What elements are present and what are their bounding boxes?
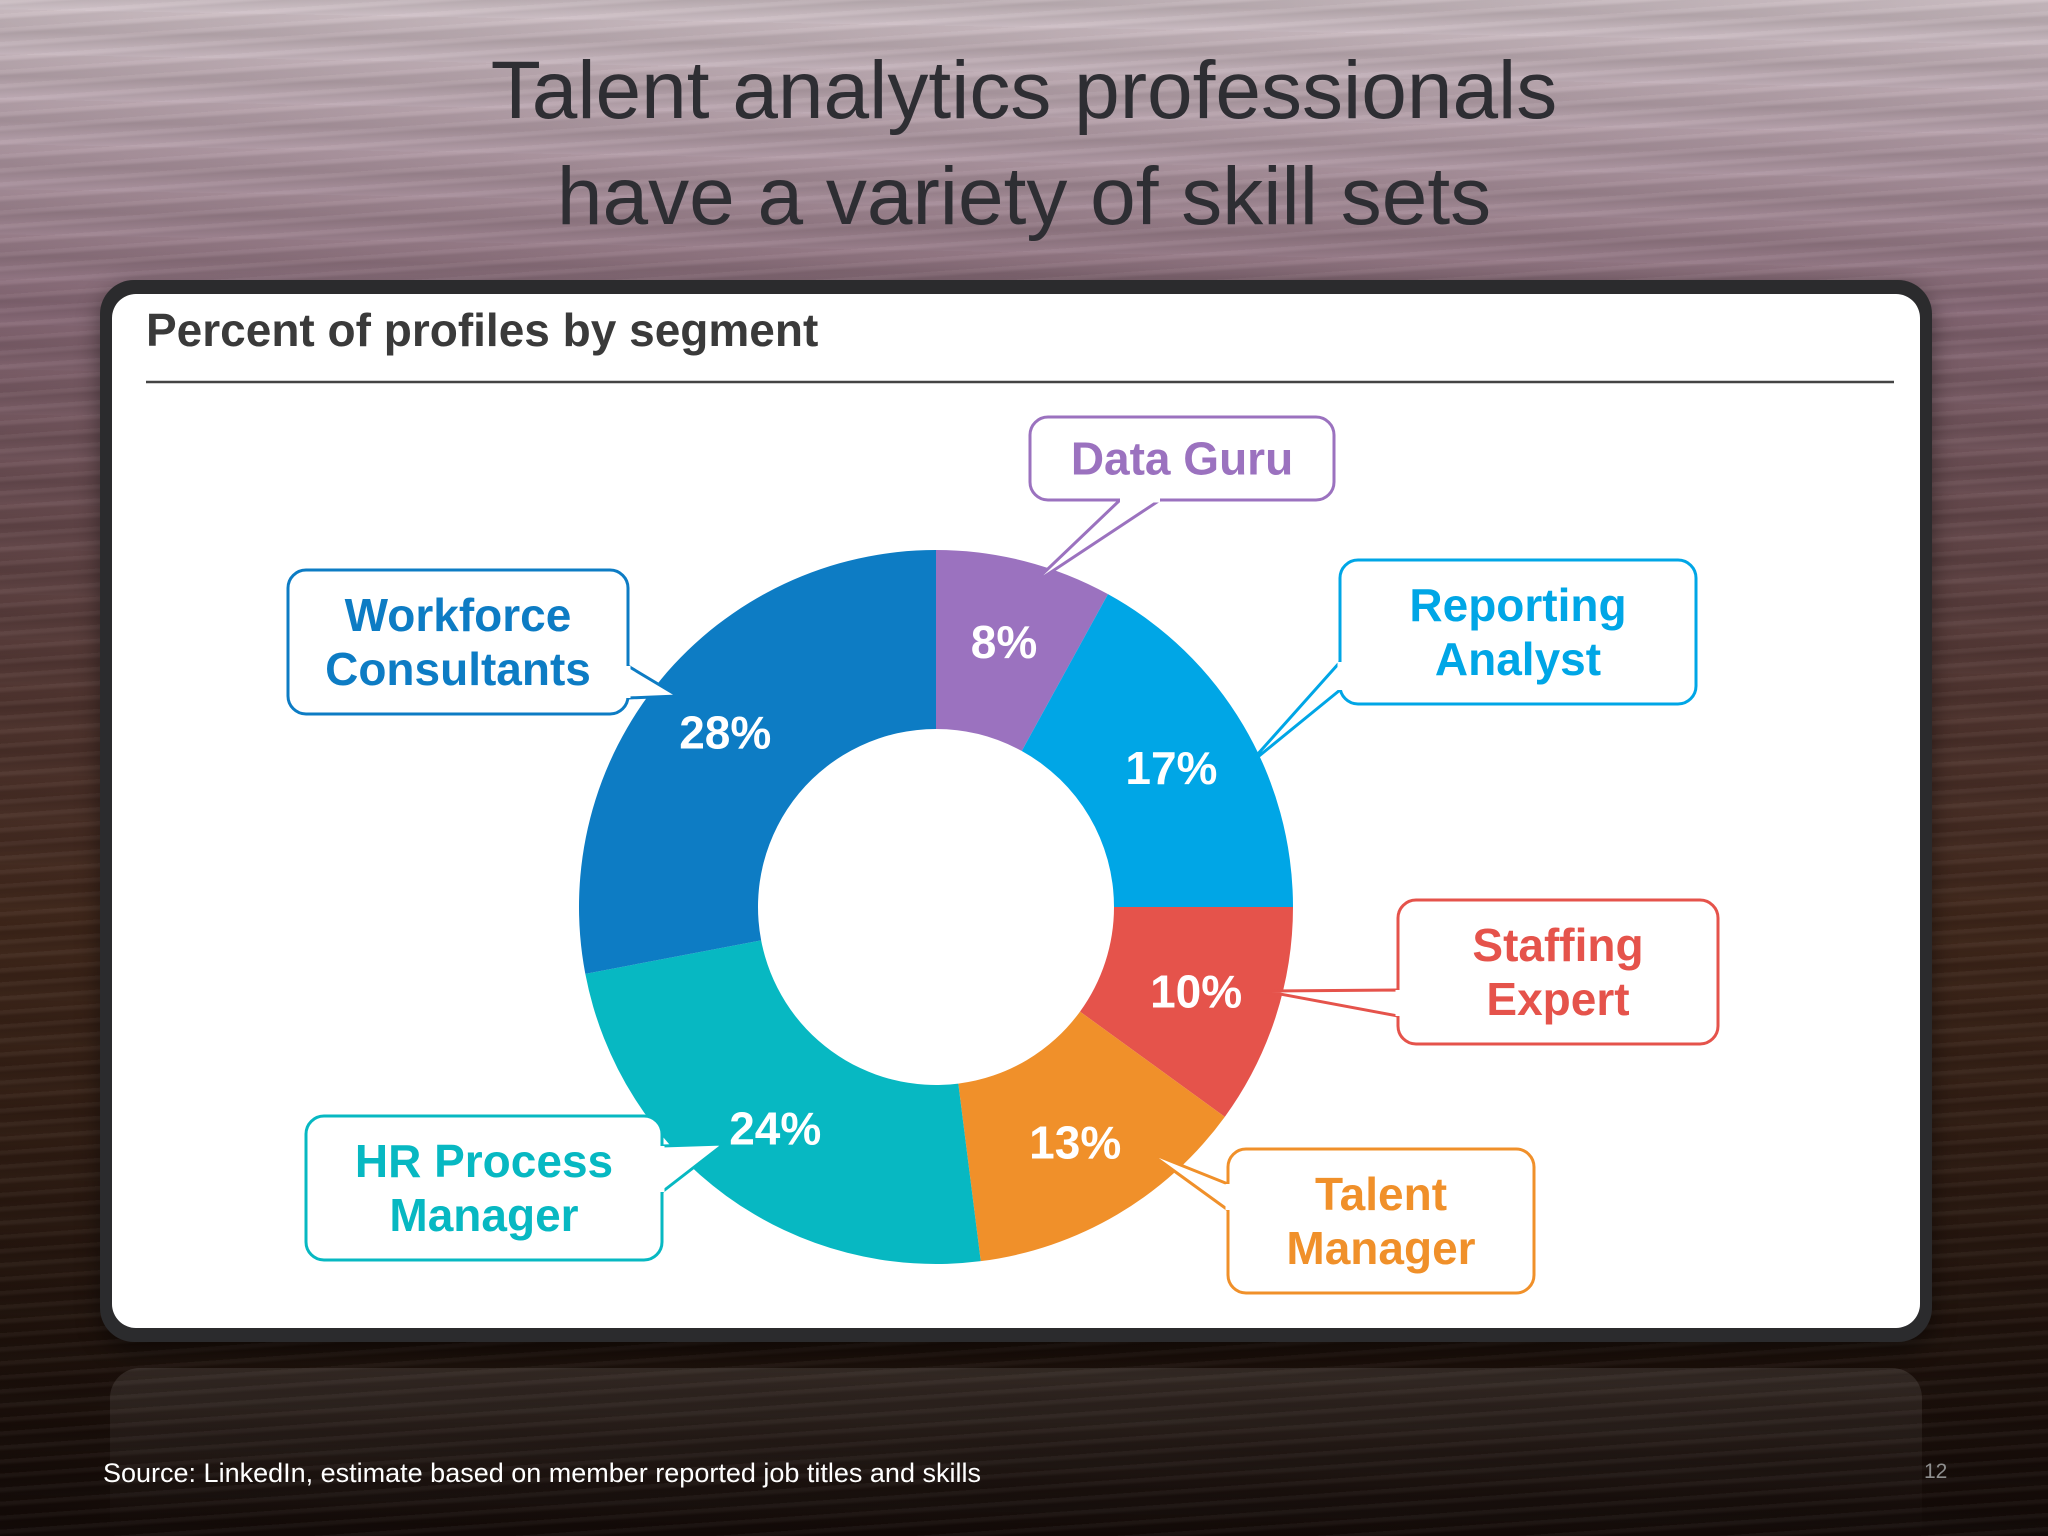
slide-title-line-1: Talent analytics professionals <box>490 45 1558 136</box>
value-label-hr-process-manager: 24% <box>729 1102 821 1154</box>
donut-chart: Percent of profiles by segment 8% 17% 10% 1… <box>146 304 1894 1295</box>
chart-title: Percent of profiles by segment <box>146 304 818 356</box>
segment-label-staffing-expert: Staffing <box>1472 919 1643 971</box>
chart-panel: Percent of profiles by segment 8% 17% 10% 1… <box>100 280 1932 1342</box>
value-label-talent-manager: 13% <box>1029 1116 1121 1168</box>
donut-slice-workforce-consultants <box>579 550 936 974</box>
donut-slice-staffing-expert <box>1080 907 1293 1117</box>
callout-data-guru: Data Guru <box>1028 415 1336 588</box>
slide-title-line-2: have a variety of skill sets <box>556 151 1492 242</box>
segment-label-workforce-consultants: Workforce <box>345 589 572 641</box>
segment-label-workforce-consultants: Consultants <box>325 643 591 695</box>
callout-pointer-staffing-expert <box>1262 988 1400 1018</box>
donut-slice-reporting-analyst <box>1021 594 1293 907</box>
segment-label-talent-manager: Manager <box>1286 1222 1475 1274</box>
callout-box-data-guru <box>1028 415 1336 502</box>
page-number: 12 <box>1924 1460 1948 1483</box>
callout-pointer-reporting-analyst <box>1246 660 1342 767</box>
panel-reflection <box>110 1368 1922 1536</box>
chart-panel-inner: Percent of profiles by segment 8% 17% 10% 1… <box>112 294 1920 1328</box>
callout-box-workforce-consultants <box>286 568 630 716</box>
segment-label-staffing-expert: Expert <box>1486 973 1629 1025</box>
callout-box-staffing-expert <box>1396 898 1720 1046</box>
slide-title: Talent analytics professionals have a va… <box>0 38 2048 250</box>
segment-label-hr-process-manager: HR Process <box>355 1135 613 1187</box>
callout-box-talent-manager <box>1226 1147 1536 1295</box>
value-label-staffing-expert: 10% <box>1150 966 1242 1018</box>
donut-slice-talent-manager <box>958 1011 1225 1262</box>
segment-label-reporting-analyst: Analyst <box>1435 633 1601 685</box>
segment-label-hr-process-manager: Manager <box>389 1189 578 1241</box>
value-label-reporting-analyst: 17% <box>1125 742 1217 794</box>
callout-box-reporting-analyst <box>1338 558 1698 706</box>
source-note: Source: LinkedIn, estimate based on memb… <box>103 1458 981 1488</box>
value-label-data-guru: 8% <box>971 616 1037 668</box>
donut-slice-data-guru <box>936 550 1108 752</box>
value-label-workforce-consultants: 28% <box>679 707 771 759</box>
segment-label-talent-manager: Talent <box>1315 1168 1447 1220</box>
segment-label-data-guru: Data Guru <box>1071 433 1293 485</box>
callout-pointer-data-guru <box>1028 498 1162 588</box>
segment-label-reporting-analyst: Reporting <box>1409 579 1626 631</box>
donut-slice-hr-process-manager <box>585 940 981 1264</box>
